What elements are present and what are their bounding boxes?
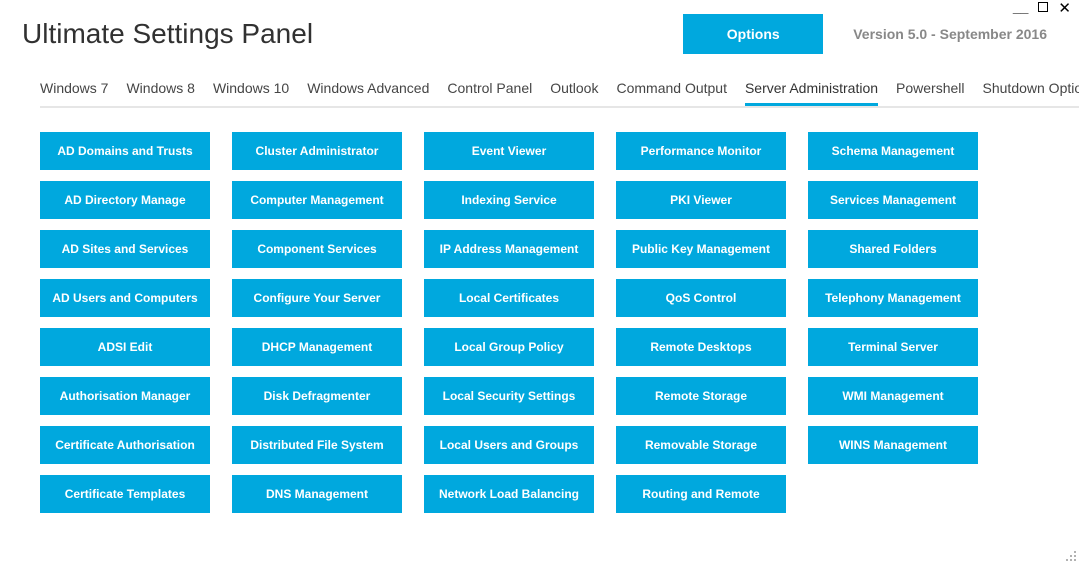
tile-wmi-management[interactable]: WMI Management [808, 377, 978, 415]
tab-outlook[interactable]: Outlook [550, 80, 598, 104]
tile-local-security-settings[interactable]: Local Security Settings [424, 377, 594, 415]
tab-strip: Windows 7 Windows 8 Windows 10 Windows Adva… [40, 80, 1079, 108]
tab-windows-8[interactable]: Windows 8 [126, 80, 194, 104]
tile-qos-control[interactable]: QoS Control [616, 279, 786, 317]
header: Ultimate Settings Panel Options Version … [0, 0, 1079, 62]
tile-dns-management[interactable]: DNS Management [232, 475, 402, 513]
minimize-button[interactable]: __ [1013, 0, 1029, 14]
tile-configure-your-server[interactable]: Configure Your Server [232, 279, 402, 317]
tab-command-output[interactable]: Command Output [616, 80, 727, 104]
app-title: Ultimate Settings Panel [22, 18, 313, 50]
tile-telephony-management[interactable]: Telephony Management [808, 279, 978, 317]
tile-local-group-policy[interactable]: Local Group Policy [424, 328, 594, 366]
tile-certificate-authorisation[interactable]: Certificate Authorisation [40, 426, 210, 464]
tile-authorisation-manager[interactable]: Authorisation Manager [40, 377, 210, 415]
tile-adsi-edit[interactable]: ADSI Edit [40, 328, 210, 366]
tile-remote-desktops[interactable]: Remote Desktops [616, 328, 786, 366]
tile-cluster-administrator[interactable]: Cluster Administrator [232, 132, 402, 170]
tile-schema-management[interactable]: Schema Management [808, 132, 978, 170]
tile-local-certificates[interactable]: Local Certificates [424, 279, 594, 317]
tile-network-load-balancing[interactable]: Network Load Balancing [424, 475, 594, 513]
tile-distributed-file-system[interactable]: Distributed File System [232, 426, 402, 464]
tab-shutdown-options[interactable]: Shutdown Options [983, 80, 1079, 104]
tile-computer-management[interactable]: Computer Management [232, 181, 402, 219]
tile-grid: AD Domains and Trusts Cluster Administrat… [0, 108, 1079, 513]
resize-grip-icon [1063, 548, 1077, 562]
tile-event-viewer[interactable]: Event Viewer [424, 132, 594, 170]
tile-ad-domains-and-trusts[interactable]: AD Domains and Trusts [40, 132, 210, 170]
tile-ip-address-management[interactable]: IP Address Management [424, 230, 594, 268]
tile-local-users-and-groups[interactable]: Local Users and Groups [424, 426, 594, 464]
tile-disk-defragmenter[interactable]: Disk Defragmenter [232, 377, 402, 415]
tab-windows-7[interactable]: Windows 7 [40, 80, 108, 104]
tile-ad-users-and-computers[interactable]: AD Users and Computers [40, 279, 210, 317]
window-controls: __ ✕ [1013, 2, 1071, 16]
tile-wins-management[interactable]: WINS Management [808, 426, 978, 464]
tabs-container: Windows 7 Windows 8 Windows 10 Windows Adva… [0, 62, 1079, 108]
tile-removable-storage[interactable]: Removable Storage [616, 426, 786, 464]
tile-routing-and-remote[interactable]: Routing and Remote [616, 475, 786, 513]
tile-terminal-server[interactable]: Terminal Server [808, 328, 978, 366]
tile-certificate-templates[interactable]: Certificate Templates [40, 475, 210, 513]
tab-control-panel[interactable]: Control Panel [447, 80, 532, 104]
tile-component-services[interactable]: Component Services [232, 230, 402, 268]
tab-powershell[interactable]: Powershell [896, 80, 964, 104]
tile-pki-viewer[interactable]: PKI Viewer [616, 181, 786, 219]
app-window: __ ✕ Ultimate Settings Panel Options Ver… [0, 0, 1079, 564]
tile-ad-directory-manage[interactable]: AD Directory Manage [40, 181, 210, 219]
maximize-button[interactable] [1038, 2, 1048, 12]
tile-public-key-management[interactable]: Public Key Management [616, 230, 786, 268]
tile-indexing-service[interactable]: Indexing Service [424, 181, 594, 219]
tile-services-management[interactable]: Services Management [808, 181, 978, 219]
tab-server-administration[interactable]: Server Administration [745, 80, 878, 104]
tile-remote-storage[interactable]: Remote Storage [616, 377, 786, 415]
tile-ad-sites-and-services[interactable]: AD Sites and Services [40, 230, 210, 268]
tile-shared-folders[interactable]: Shared Folders [808, 230, 978, 268]
version-text: Version 5.0 - September 2016 [853, 26, 1047, 42]
tab-windows-advanced[interactable]: Windows Advanced [307, 80, 429, 104]
tile-performance-monitor[interactable]: Performance Monitor [616, 132, 786, 170]
close-button[interactable]: ✕ [1058, 2, 1071, 16]
tab-windows-10[interactable]: Windows 10 [213, 80, 289, 104]
options-button[interactable]: Options [683, 14, 823, 54]
tile-dhcp-management[interactable]: DHCP Management [232, 328, 402, 366]
